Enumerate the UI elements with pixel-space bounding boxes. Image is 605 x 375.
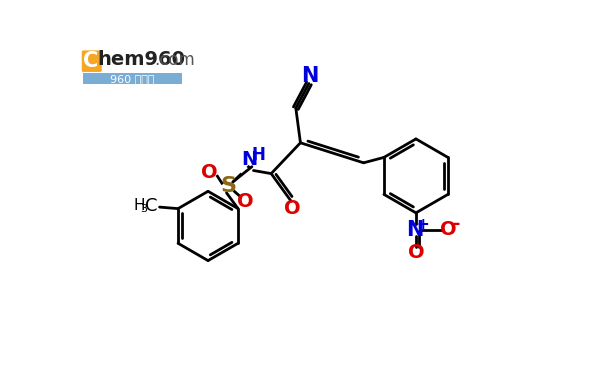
Text: .com: .com (154, 51, 195, 69)
FancyBboxPatch shape (82, 50, 102, 72)
Text: 3: 3 (140, 204, 148, 214)
Text: N: N (241, 150, 258, 169)
Text: -: - (453, 215, 460, 233)
Text: S: S (221, 176, 237, 196)
Text: C: C (83, 51, 98, 71)
Text: O: O (440, 220, 457, 239)
Text: hem960: hem960 (97, 50, 185, 69)
Text: C: C (145, 196, 157, 214)
Text: O: O (237, 192, 253, 211)
FancyBboxPatch shape (83, 73, 182, 84)
Text: O: O (201, 162, 218, 182)
Text: 960 化工网: 960 化工网 (110, 74, 155, 84)
Text: H: H (251, 146, 265, 164)
Text: O: O (408, 243, 424, 262)
Text: H: H (134, 198, 145, 213)
Text: N: N (406, 220, 423, 240)
Text: O: O (284, 199, 300, 218)
Text: +: + (416, 217, 429, 232)
Text: N: N (301, 66, 318, 86)
